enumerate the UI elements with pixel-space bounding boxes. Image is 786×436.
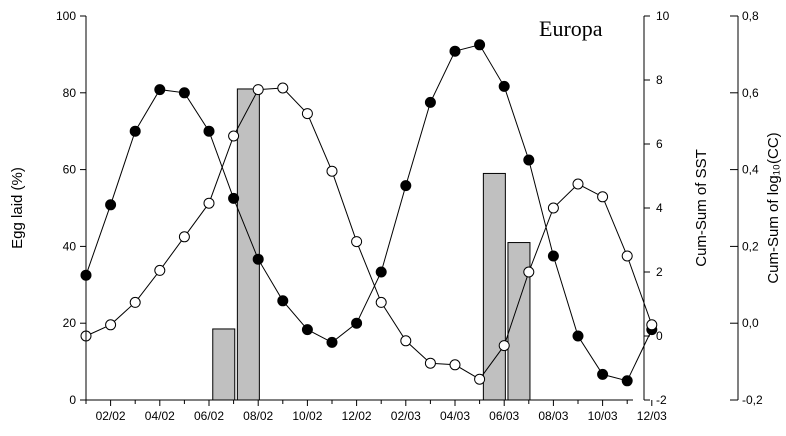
series-1-point-11	[326, 336, 338, 348]
series-2-point-2	[105, 319, 117, 331]
series-1-point-23	[621, 375, 633, 387]
x-tick-label-4: 10/02	[292, 409, 322, 423]
right-inner-tick-label-2: 2	[656, 265, 663, 279]
x-tick-label-6: 02/03	[391, 409, 421, 423]
series-1-point-2	[105, 199, 117, 211]
series-1-point-15	[424, 96, 436, 108]
right-outer-tick-label-3: 0,4	[742, 163, 759, 177]
series-1-point-21	[572, 330, 584, 342]
series-2-point-22	[597, 191, 609, 203]
right-inner-tick-label-3: 4	[656, 201, 663, 215]
bar-3	[482, 172, 506, 401]
right-inner-tick-label-5: 8	[656, 73, 663, 87]
series-2-point-19	[523, 266, 535, 278]
series-2-point-9	[277, 82, 289, 94]
series-2-point-20	[547, 202, 559, 214]
series-2-point-4	[154, 264, 166, 276]
series-1-point-7	[228, 192, 240, 204]
x-tick-label-11: 12/03	[637, 409, 667, 423]
bars-layer	[212, 88, 531, 401]
x-tick-label-7: 04/03	[440, 409, 470, 423]
series-1-point-4	[154, 84, 166, 96]
bar-1	[212, 328, 236, 401]
series-2-point-7	[228, 130, 240, 142]
series-1-point-12	[351, 317, 363, 329]
left-tick-label-0: 0	[69, 393, 76, 407]
left-tick-label-1: 20	[63, 316, 77, 330]
series-2-point-23	[621, 250, 633, 262]
right-inner-tick-label-1: 0	[656, 329, 663, 343]
series-2-point-13	[375, 296, 387, 308]
series-line-1	[85, 44, 653, 382]
left-tick-label-3: 60	[63, 163, 77, 177]
right-outer-tick-label-5: 0,8	[742, 9, 759, 23]
chart-annotation: Europa	[539, 16, 603, 41]
right-inner-tick-label-6: 10	[656, 9, 670, 23]
series-2-point-10	[301, 108, 313, 120]
series-line-2	[85, 87, 653, 380]
series-1-point-20	[547, 250, 559, 262]
series-2-point-12	[351, 236, 363, 248]
bar-2	[236, 88, 260, 401]
x-tick-label-5: 12/02	[342, 409, 372, 423]
series-1-point-22	[597, 368, 609, 380]
right-inner-tick-label-4: 6	[656, 137, 663, 151]
x-tick-label-10: 10/03	[588, 409, 618, 423]
right-outer-tick-label-1: 0,0	[742, 316, 759, 330]
series-1-point-18	[498, 80, 510, 92]
left-tick-label-4: 80	[63, 86, 77, 100]
series-2-point-11	[326, 165, 338, 177]
right-inner-tick-label-0: -2	[656, 393, 667, 407]
bar-4	[507, 242, 531, 401]
series-1-point-13	[375, 266, 387, 278]
series-1-point-9	[277, 295, 289, 307]
series-1-point-8	[252, 253, 264, 265]
series-2-point-5	[178, 231, 190, 243]
series-1-point-16	[449, 45, 461, 57]
x-tick-label-2: 06/02	[194, 409, 224, 423]
series-1-point-5	[178, 87, 190, 99]
series-1-point-19	[523, 154, 535, 166]
right-inner-axis-title: Cum-Sum of SST	[693, 149, 710, 267]
left-tick-label-2: 40	[63, 239, 77, 253]
series-2-point-17	[474, 373, 486, 385]
series-2-point-3	[129, 296, 141, 308]
axes-layer	[80, 15, 739, 406]
series-2-point-15	[424, 357, 436, 369]
x-tick-label-8: 06/03	[489, 409, 519, 423]
right-outer-tick-label-0: -0,2	[742, 393, 763, 407]
lines-layer	[85, 44, 653, 382]
series-2-point-6	[203, 197, 215, 209]
right-outer-axis-title: Cum-Sum of log₁₀(CC)	[765, 132, 782, 283]
series-1-point-14	[400, 180, 412, 192]
right-outer-tick-label-2: 0,2	[742, 239, 759, 253]
left-tick-label-5: 100	[56, 9, 76, 23]
x-tick-label-0: 02/02	[96, 409, 126, 423]
x-tick-label-9: 08/03	[538, 409, 568, 423]
series-1-point-10	[301, 324, 313, 336]
x-tick-label-1: 04/02	[145, 409, 175, 423]
series-2-point-18	[498, 340, 510, 352]
series-2-point-21	[572, 178, 584, 190]
series-2-point-8	[252, 84, 264, 96]
series-1-point-6	[203, 125, 215, 137]
series-2-point-14	[400, 335, 412, 347]
series-1-point-3	[129, 125, 141, 137]
left-axis-title: Egg laid (%)	[9, 167, 26, 249]
series-1-point-17	[474, 39, 486, 51]
series-2-point-16	[449, 359, 461, 371]
labels-layer: 0 20 40 60 80 100 -2 0 2 4 6 8 10 -0,2 0,0 0,2 0,4 0,6 0,8…	[9, 9, 782, 423]
series-2-point-24	[646, 319, 658, 331]
markers-layer	[80, 39, 658, 387]
right-outer-tick-label-4: 0,6	[742, 86, 759, 100]
x-tick-label-3: 08/02	[243, 409, 273, 423]
